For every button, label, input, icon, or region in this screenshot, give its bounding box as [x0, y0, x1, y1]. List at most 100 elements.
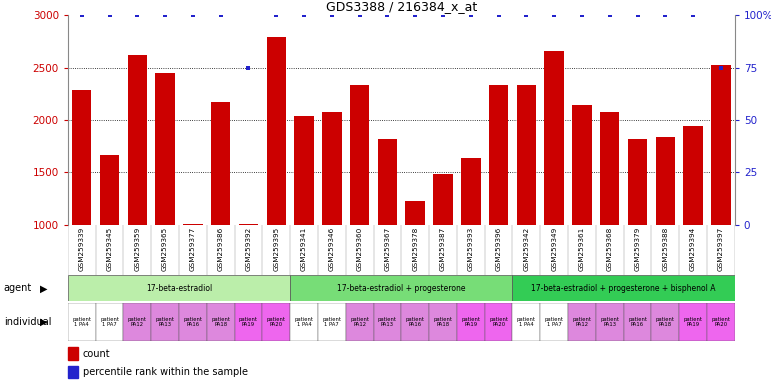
Text: patient
PA12: patient PA12 — [572, 316, 591, 327]
Text: 17-beta-estradiol + progesterone + bisphenol A: 17-beta-estradiol + progesterone + bisph… — [531, 284, 715, 293]
Text: 17-beta-estradiol + progesterone: 17-beta-estradiol + progesterone — [337, 284, 466, 293]
Point — [187, 12, 199, 18]
Bar — [433, 174, 453, 329]
Text: patient
PA16: patient PA16 — [628, 316, 647, 327]
Title: GDS3388 / 216384_x_at: GDS3388 / 216384_x_at — [325, 0, 477, 13]
Text: GSM259378: GSM259378 — [412, 227, 418, 271]
Text: patient
PA19: patient PA19 — [684, 316, 702, 327]
Text: patient
1 PA7: patient 1 PA7 — [100, 316, 119, 327]
Text: patient
PA16: patient PA16 — [183, 316, 203, 327]
Point — [687, 12, 699, 18]
Bar — [651, 303, 679, 341]
Bar — [429, 303, 457, 341]
Bar — [373, 303, 401, 341]
Point — [325, 12, 338, 18]
Bar — [179, 303, 207, 341]
Point — [131, 12, 143, 18]
Text: patient
1 PA7: patient 1 PA7 — [322, 316, 342, 327]
Text: patient
PA20: patient PA20 — [712, 316, 730, 327]
Bar — [322, 112, 342, 329]
Point — [715, 65, 727, 71]
Bar — [568, 303, 596, 341]
Point — [604, 12, 616, 18]
Point — [493, 12, 505, 18]
Point — [242, 65, 254, 71]
Text: patient
PA12: patient PA12 — [128, 316, 146, 327]
Bar — [457, 303, 485, 341]
Point — [437, 12, 449, 18]
Bar — [295, 116, 314, 329]
Bar — [183, 223, 203, 329]
Text: GSM259392: GSM259392 — [245, 227, 251, 271]
Text: percentile rank within the sample: percentile rank within the sample — [82, 367, 247, 377]
Text: GSM259379: GSM259379 — [635, 227, 641, 271]
Point — [409, 12, 422, 18]
Text: 17-beta-estradiol: 17-beta-estradiol — [146, 284, 212, 293]
Text: patient
PA16: patient PA16 — [406, 316, 425, 327]
Bar — [318, 303, 345, 341]
Text: GSM259346: GSM259346 — [329, 227, 335, 271]
Text: patient
1 PA4: patient 1 PA4 — [72, 316, 91, 327]
Text: GSM259342: GSM259342 — [524, 227, 530, 271]
Text: patient
PA20: patient PA20 — [267, 316, 286, 327]
Point — [76, 12, 88, 18]
Bar — [345, 303, 373, 341]
Text: GSM259365: GSM259365 — [162, 227, 168, 271]
Text: GSM259397: GSM259397 — [718, 227, 724, 271]
Text: patient
PA18: patient PA18 — [656, 316, 675, 327]
Text: patient
PA19: patient PA19 — [239, 316, 258, 327]
Bar — [600, 112, 619, 329]
Text: GSM259393: GSM259393 — [468, 227, 473, 271]
Text: GSM259361: GSM259361 — [579, 227, 585, 271]
Bar — [655, 137, 675, 329]
Text: patient
1 PA7: patient 1 PA7 — [544, 316, 564, 327]
Text: GSM259395: GSM259395 — [273, 227, 279, 271]
Bar — [350, 86, 369, 329]
Bar — [517, 86, 536, 329]
Text: GSM259386: GSM259386 — [217, 227, 224, 271]
Point — [298, 12, 310, 18]
Text: agent: agent — [4, 283, 32, 293]
Bar — [68, 366, 78, 378]
Bar — [461, 158, 480, 329]
Text: patient
PA12: patient PA12 — [350, 316, 369, 327]
Text: count: count — [82, 349, 110, 359]
Text: ▶: ▶ — [40, 283, 48, 293]
Text: ▶: ▶ — [40, 317, 48, 327]
Text: patient
PA13: patient PA13 — [600, 316, 619, 327]
Point — [214, 12, 227, 18]
Text: patient
PA18: patient PA18 — [211, 316, 231, 327]
Text: patient
PA19: patient PA19 — [461, 316, 480, 327]
Bar — [68, 303, 96, 341]
Bar — [68, 347, 78, 360]
Point — [465, 12, 477, 18]
Text: patient
PA13: patient PA13 — [156, 316, 174, 327]
Text: GSM259339: GSM259339 — [79, 227, 85, 271]
Point — [576, 12, 588, 18]
Bar — [628, 139, 647, 329]
Bar — [707, 303, 735, 341]
Bar — [596, 303, 624, 341]
Text: patient
1 PA4: patient 1 PA4 — [295, 316, 314, 327]
Bar — [234, 303, 262, 341]
Text: GSM259360: GSM259360 — [357, 227, 362, 271]
Bar — [683, 126, 703, 329]
Bar — [262, 303, 290, 341]
Bar — [151, 303, 179, 341]
Bar — [68, 275, 290, 301]
Bar — [572, 105, 591, 329]
Point — [659, 12, 672, 18]
Bar — [127, 55, 147, 329]
Bar — [401, 303, 429, 341]
Bar — [239, 223, 258, 329]
Text: GSM259387: GSM259387 — [440, 227, 446, 271]
Point — [103, 12, 116, 18]
Text: GSM259367: GSM259367 — [385, 227, 390, 271]
Point — [631, 12, 644, 18]
Bar — [207, 303, 234, 341]
Text: patient
PA20: patient PA20 — [489, 316, 508, 327]
Bar — [513, 275, 735, 301]
Text: GSM259394: GSM259394 — [690, 227, 696, 271]
Text: GSM259377: GSM259377 — [190, 227, 196, 271]
Bar — [156, 73, 175, 329]
